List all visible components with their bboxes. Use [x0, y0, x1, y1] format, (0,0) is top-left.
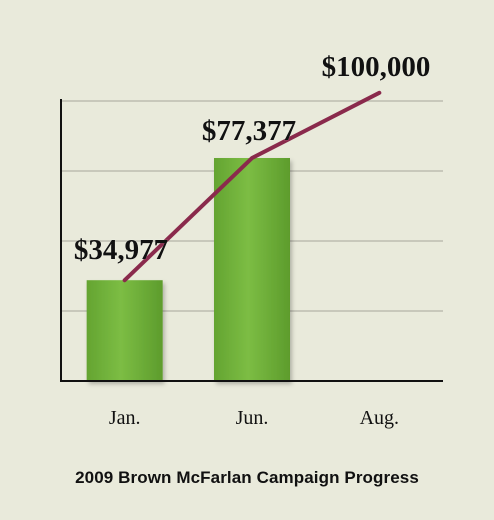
data-labels: $34,977 $77,377 $100,000 [73, 51, 431, 267]
trend-line [122, 90, 382, 283]
bar-1 [86, 280, 163, 381]
data-label-1: $34,977 [74, 234, 168, 266]
x-tick-label: Jan. [109, 407, 141, 429]
axes [60, 99, 443, 382]
x-tick-label: Jun. [236, 407, 269, 429]
bar-2 [214, 158, 290, 381]
x-tick-label: Aug. [360, 407, 399, 429]
data-label-2: $77,377 [202, 115, 296, 147]
chart: $34,977 $77,377 $100,000 Jan. Jun. Aug. [60, 51, 443, 429]
progress-line [122, 90, 382, 283]
data-label-3: $100,000 [322, 51, 431, 83]
bars [86, 158, 290, 381]
x-axis-ticks: Jan. Jun. Aug. [109, 407, 399, 429]
chart-title: 2009 Brown McFarlan Campaign Progress [75, 468, 419, 487]
